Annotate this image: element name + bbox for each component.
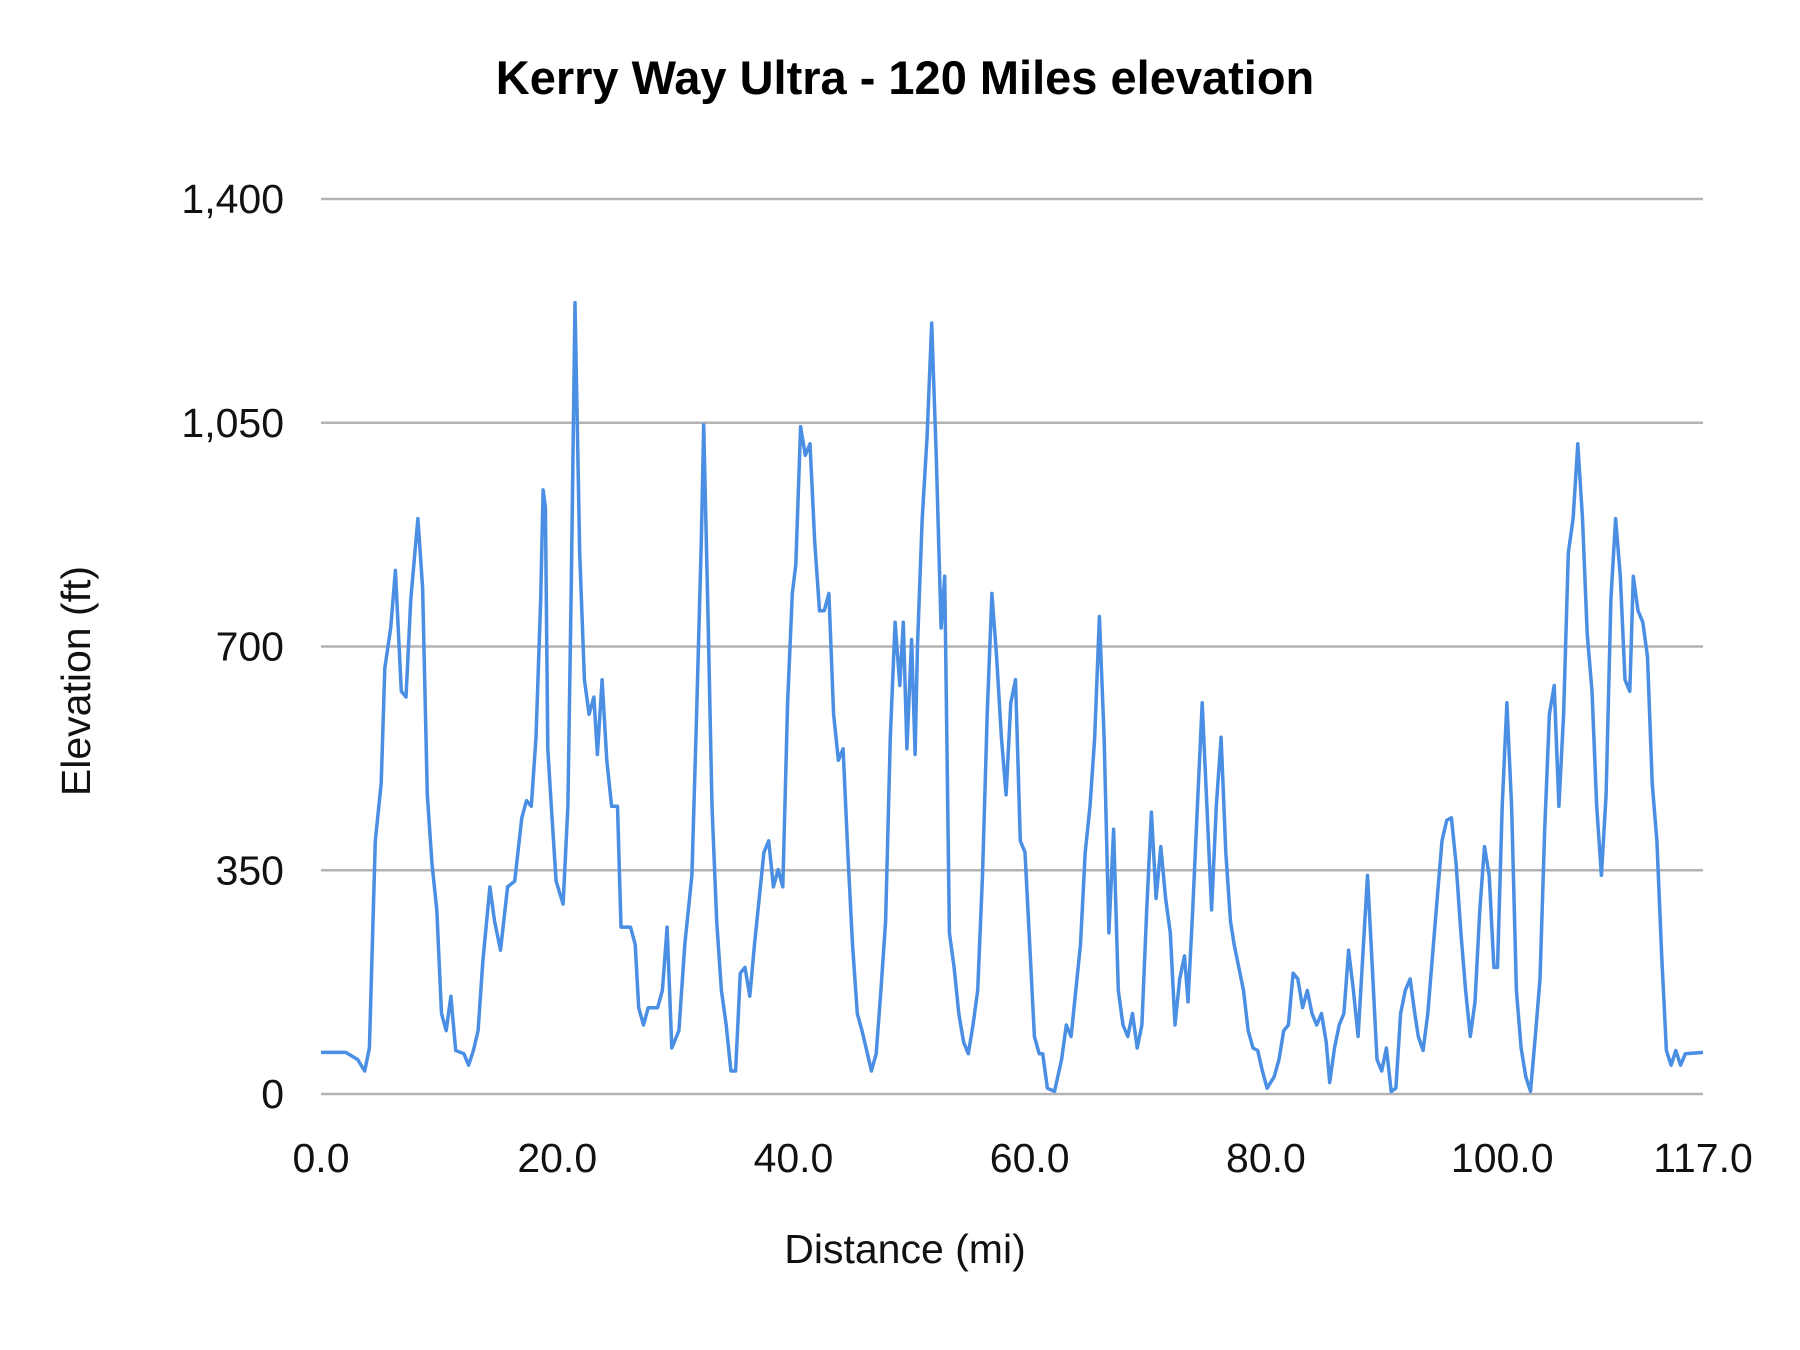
x-axis-ticks: 0.0 20.0 40.0 60.0 80.0 100.0 117.0 [293, 1135, 1753, 1181]
x-tick-label: 60.0 [990, 1135, 1070, 1181]
y-tick-label: 700 [216, 624, 284, 670]
x-tick-label: 80.0 [1226, 1135, 1306, 1181]
series [321, 300, 1704, 1094]
chart-title: Kerry Way Ultra - 120 Miles elevation [496, 51, 1314, 104]
y-tick-label: 350 [216, 847, 284, 893]
y-axis-ticks: 0 350 700 1,050 1,400 [181, 176, 284, 1117]
x-tick-label: 117.0 [1653, 1135, 1753, 1181]
x-tick-label: 20.0 [517, 1135, 597, 1181]
y-tick-label: 1,400 [181, 176, 284, 222]
x-tick-label: 100.0 [1451, 1135, 1554, 1181]
y-tick-label: 0 [261, 1071, 284, 1117]
x-axis-label: Distance (mi) [784, 1226, 1025, 1272]
y-tick-label: 1,050 [181, 400, 284, 446]
gridlines [321, 197, 1703, 1096]
y-axis-label: Elevation (ft) [53, 566, 99, 796]
elevation-line [321, 300, 1704, 1094]
x-tick-label: 40.0 [754, 1135, 834, 1181]
x-tick-label: 0.0 [293, 1135, 350, 1181]
